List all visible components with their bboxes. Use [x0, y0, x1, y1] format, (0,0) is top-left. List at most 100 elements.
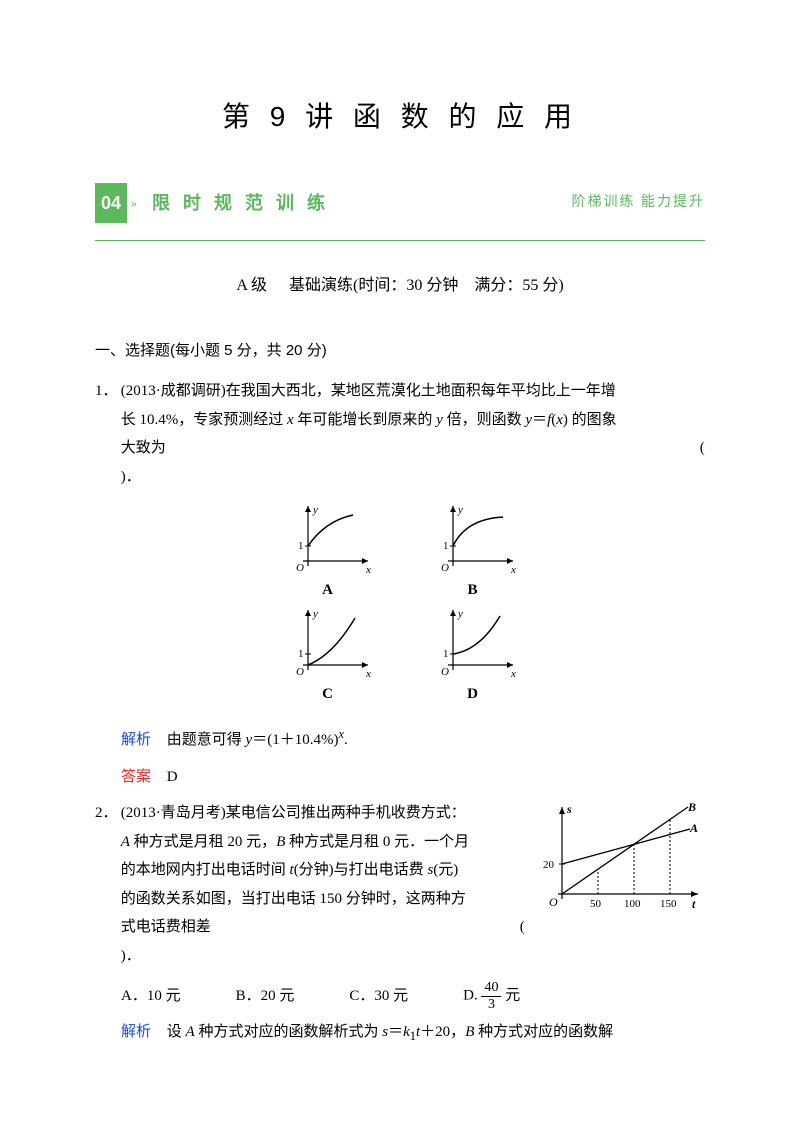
- q1-graphs: x y O 1 A x y O 1 B: [95, 501, 705, 708]
- svg-text:O: O: [296, 666, 304, 678]
- q1-answer-val: D: [167, 769, 178, 785]
- q1-body: (2013·成都调研)在我国大西北，某地区荒漠化土地面积每年平均比上一年增 长 …: [121, 377, 705, 491]
- q2-an-d: 种方式对应的函数解: [474, 1024, 613, 1040]
- q2-line6: )．: [121, 948, 141, 964]
- q2-body: (2013·青岛月考)某电信公司推出两种手机收费方式： A 种方式是月租 20 …: [121, 799, 705, 970]
- svg-text:1: 1: [298, 648, 304, 660]
- opt-d-frac: 40 3: [481, 980, 501, 1012]
- graph-d: x y O 1 D: [428, 605, 518, 709]
- q1-line3: 大致为: [121, 440, 166, 456]
- axis-t-label: t: [692, 897, 696, 911]
- graph-row-ab: x y O 1 A x y O 1 B: [95, 501, 705, 605]
- opt-d-den: 3: [481, 997, 501, 1012]
- svg-text:1: 1: [443, 648, 449, 660]
- var-x2: x: [556, 412, 563, 428]
- q1-paren: (: [700, 434, 705, 463]
- question-2: 2． (2013·青岛月考)某电信公司推出两种手机收费方式： A 种方式是月租 …: [95, 799, 705, 970]
- opt-d-num: 40: [481, 980, 501, 996]
- var-f: f: [547, 412, 551, 428]
- q2-analysis: 解析 设 A 种方式对应的函数解析式为 s＝k1t＋20，B 种方式对应的函数解: [95, 1018, 705, 1049]
- line-b-label: B: [687, 800, 696, 814]
- level-desc: 基础演练(时间：30 分钟 满分：55 分): [289, 277, 564, 294]
- badge-arrow-icon: »: [131, 192, 137, 215]
- banner-left: 04 » 限 时 规 范 训 练: [95, 183, 329, 223]
- q2-line5: 式电话费相差: [121, 919, 211, 935]
- q2-line4: 的函数关系如图，当打出电话 150 分钟时，这两种方: [121, 891, 466, 907]
- section-header-choice: 一、选择题(每小题 5 分，共 20 分): [95, 337, 705, 366]
- var-A: A: [121, 834, 130, 850]
- svg-text:y: y: [457, 504, 463, 516]
- opt-c: C．30 元: [349, 982, 408, 1011]
- var-y: y: [436, 412, 443, 428]
- q2-paren: (: [520, 913, 525, 942]
- analysis-label: 解析: [121, 731, 151, 748]
- svg-text:1: 1: [298, 540, 304, 552]
- graph-c: x y O 1 C: [283, 605, 373, 709]
- graph-b-svg: x y O 1: [428, 501, 518, 576]
- var-y2: y: [525, 412, 532, 428]
- svg-text:x: x: [365, 668, 371, 680]
- q2-l3c: (元): [433, 862, 458, 878]
- x-tick-50: 50: [590, 898, 602, 910]
- axis-s-label: s: [566, 802, 572, 816]
- q1-l2a: 长 10.4%，专家预测经过: [121, 412, 287, 428]
- q2-line1: (2013·青岛月考)某电信公司推出两种手机收费方式：: [121, 805, 466, 821]
- q2-l3b: (分钟)与打出电话费: [294, 862, 428, 878]
- q1-analysis: 解析 由题意可得 y＝(1＋10.4%)x.: [95, 723, 705, 755]
- q1-line4: )．: [121, 469, 141, 485]
- banner-title: 限 时 规 范 训 练: [152, 186, 329, 220]
- opt-b: B．20 元: [236, 982, 295, 1011]
- graph-d-svg: x y O 1: [428, 605, 518, 680]
- graph-d-label: D: [428, 680, 518, 709]
- q2-an-a: 设: [167, 1024, 186, 1040]
- q1-answer: 答案 D: [95, 763, 705, 792]
- graph-b: x y O 1 B: [428, 501, 518, 605]
- q1-analysis-b: ＝(1＋10.4%): [252, 732, 338, 748]
- banner-subtitle: 阶梯训练 能力提升: [572, 190, 706, 217]
- opt-a: A．10 元: [121, 982, 181, 1011]
- opt-d: D. 40 3 元: [463, 980, 520, 1012]
- graph-a: x y O 1 A: [283, 501, 373, 605]
- q1-l2c: 倍，则函数: [443, 412, 526, 428]
- q1-l2b: 年可能增长到原来的: [294, 412, 437, 428]
- q2-graph-svg: O s t 20 A B 50 100 1: [540, 799, 705, 914]
- q2-flex: (2013·青岛月考)某电信公司推出两种手机收费方式： A 种方式是月租 20 …: [121, 799, 705, 942]
- x-tick-150: 150: [660, 898, 677, 910]
- svg-text:O: O: [296, 562, 304, 574]
- q2-number: 2．: [95, 799, 117, 828]
- q1-analysis-a: 由题意可得: [167, 732, 246, 748]
- svg-text:1: 1: [443, 540, 449, 552]
- q2-l2b: 种方式是月租 20 元，: [130, 834, 276, 850]
- answer-label: 答案: [121, 768, 151, 785]
- q2-an-c: ＋20，: [420, 1024, 465, 1040]
- section-banner: 04 » 限 时 规 范 训 练 阶梯训练 能力提升: [95, 183, 705, 223]
- question-1: 1． (2013·成都调研)在我国大西北，某地区荒漠化土地面积每年平均比上一年增…: [95, 377, 705, 491]
- opt-d-post: 元: [505, 988, 520, 1004]
- q2-l3a: 的本地网内打出电话时间: [121, 862, 290, 878]
- svg-text:O: O: [441, 666, 449, 678]
- svg-text:y: y: [312, 608, 318, 620]
- q2-options: A．10 元 B．20 元 C．30 元 D. 40 3 元: [95, 980, 705, 1012]
- line-a-label: A: [689, 821, 698, 835]
- graph-a-label: A: [283, 576, 373, 605]
- var-A2: A: [186, 1024, 195, 1040]
- origin-label: O: [549, 895, 558, 909]
- svg-text:y: y: [457, 608, 463, 620]
- main-title: 第 9 讲 函 数 的 应 用: [95, 90, 705, 143]
- graph-a-svg: x y O 1: [283, 501, 373, 576]
- q2-graph: O s t 20 A B 50 100 1: [540, 799, 705, 914]
- var-x: x: [287, 412, 294, 428]
- q1-number: 1．: [95, 377, 117, 406]
- graph-b-label: B: [428, 576, 518, 605]
- q2-text: (2013·青岛月考)某电信公司推出两种手机收费方式： A 种方式是月租 20 …: [121, 799, 525, 942]
- var-k1: k: [403, 1024, 410, 1040]
- q2-analysis-label: 解析: [121, 1023, 151, 1040]
- q2-l2c: 种方式是月租 0 元．一个月: [285, 834, 469, 850]
- opt-d-pre: D.: [463, 988, 478, 1004]
- q2-an-b: 种方式对应的函数解析式为: [195, 1024, 383, 1040]
- graph-c-label: C: [283, 680, 373, 709]
- svg-text:x: x: [365, 564, 371, 576]
- svg-text:y: y: [312, 504, 318, 516]
- graph-c-svg: x y O 1: [283, 605, 373, 680]
- q1-analysis-c: .: [344, 732, 348, 748]
